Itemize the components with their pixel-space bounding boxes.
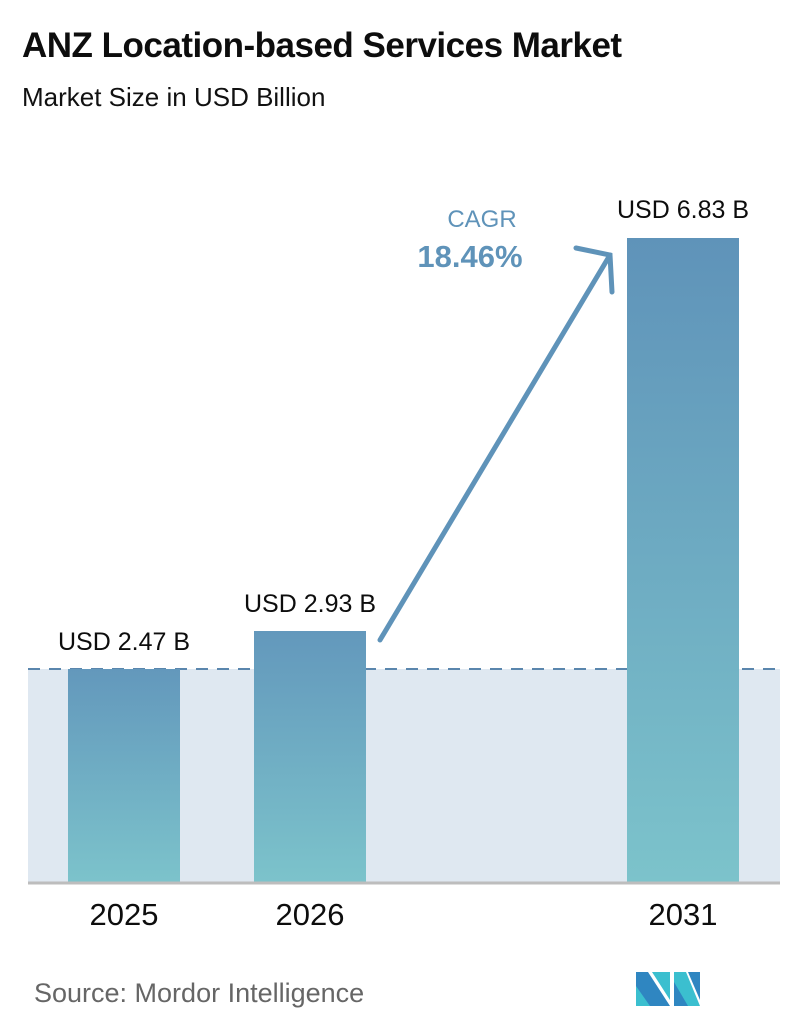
bar-2031 xyxy=(627,238,739,882)
bar-label-2031: USD 6.83 B xyxy=(617,196,749,224)
cagr-arrow-icon xyxy=(377,245,615,643)
x-tick-2026: 2026 xyxy=(276,897,345,932)
x-tick-2025: 2025 xyxy=(90,897,159,932)
mordor-intelligence-logo-icon xyxy=(636,972,700,1006)
bar-2026 xyxy=(254,631,366,882)
source-text: Source: Mordor Intelligence xyxy=(34,978,365,1008)
cagr-label: CAGR xyxy=(447,206,516,233)
cagr-value: 18.46% xyxy=(417,239,522,274)
x-tick-2031: 2031 xyxy=(649,897,718,932)
chart-subtitle: Market Size in USD Billion xyxy=(22,82,326,112)
chart-title: ANZ Location-based Services Market xyxy=(22,26,622,65)
bar-2025 xyxy=(68,669,180,882)
bar-label-2026: USD 2.93 B xyxy=(244,590,376,618)
bar-label-2025: USD 2.47 B xyxy=(58,628,190,656)
